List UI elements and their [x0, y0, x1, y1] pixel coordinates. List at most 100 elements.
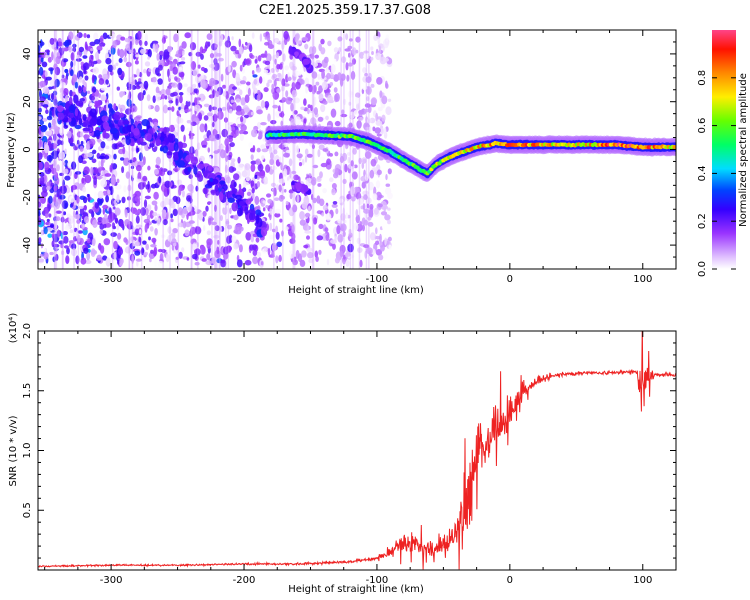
noise-blob — [342, 178, 347, 185]
noise-blob — [362, 190, 369, 196]
noise-blob — [83, 33, 87, 38]
noise-blob — [183, 134, 186, 143]
noise-blob — [71, 161, 77, 170]
noise-blob — [218, 144, 225, 150]
noise-blob — [113, 240, 118, 250]
noise-blob — [174, 53, 181, 58]
noise-blob — [55, 216, 61, 222]
noise-blob — [139, 229, 142, 235]
noise-blob — [327, 40, 332, 47]
noise-blob — [276, 88, 281, 94]
noise-blob — [96, 175, 103, 180]
noise-blob — [329, 177, 334, 182]
noise-blob — [365, 76, 372, 83]
noise-blob — [79, 98, 86, 102]
branch-blob — [255, 214, 260, 225]
noise-blob — [339, 155, 344, 164]
noise-blob — [119, 107, 123, 113]
noise-blob — [226, 154, 232, 161]
noise-blob — [153, 122, 159, 127]
noise-blob — [53, 133, 57, 141]
noise-blob — [351, 58, 357, 65]
branch-blob — [239, 200, 245, 207]
noise-blob — [172, 91, 178, 97]
noise-blob — [180, 56, 186, 61]
noise-blob — [273, 79, 277, 87]
noise-blob — [243, 107, 250, 113]
noise-blob — [82, 86, 87, 93]
noise-blob — [44, 54, 50, 59]
noise-blob — [259, 33, 263, 42]
noise-blob — [269, 222, 273, 231]
noise-blob — [137, 92, 144, 101]
noise-blob — [178, 207, 183, 216]
noise-streak — [191, 30, 193, 269]
noise-blob — [82, 55, 88, 59]
noise-blob — [348, 228, 352, 235]
noise-blob — [239, 80, 246, 85]
noise-blob — [39, 96, 46, 102]
noise-blob — [88, 209, 94, 214]
noise-blob — [86, 239, 91, 244]
branch-blob — [231, 202, 238, 212]
noise-blob — [38, 152, 43, 160]
noise-blob — [53, 98, 58, 106]
branch-blob — [227, 197, 235, 203]
noise-blob — [134, 250, 141, 256]
noise-blob — [224, 205, 228, 214]
noise-blob — [102, 255, 108, 261]
noise-blob — [219, 215, 223, 221]
branch-blob — [82, 122, 87, 128]
noise-blob — [199, 155, 205, 163]
noise-blob — [187, 212, 193, 217]
noise-blob — [374, 235, 381, 240]
noise-blob — [269, 208, 273, 215]
noise-blob — [330, 108, 337, 118]
noise-blob — [126, 224, 131, 229]
noise-blob — [116, 178, 120, 184]
noise-blob — [51, 108, 56, 118]
noise-blob — [143, 80, 149, 90]
noise-blob — [225, 176, 231, 184]
noise-blob — [65, 223, 73, 229]
noise-blob — [173, 242, 177, 247]
noise-blob — [287, 137, 290, 144]
branch-blob — [130, 118, 135, 125]
noise-blob — [102, 204, 109, 210]
noise-blob — [311, 144, 315, 150]
branch-blob — [169, 144, 175, 150]
noise-blob — [39, 80, 46, 88]
noise-blob — [251, 193, 255, 199]
noise-blob — [310, 104, 313, 112]
noise-blob — [216, 246, 220, 255]
noise-blob — [202, 177, 208, 183]
noise-blob — [267, 79, 273, 84]
noise-blob — [179, 108, 185, 114]
noise-blob — [362, 203, 366, 211]
noise-blob — [171, 82, 178, 88]
noise-blob — [312, 164, 319, 169]
noise-blob — [221, 128, 228, 138]
noise-blob — [373, 207, 379, 215]
noise-blob — [161, 249, 167, 253]
noise-blob — [334, 92, 340, 102]
noise-blob — [253, 78, 258, 85]
noise-blob — [128, 49, 134, 54]
branch-blob — [103, 121, 109, 130]
noise-blob — [175, 98, 179, 106]
noise-blob — [316, 235, 324, 241]
noise-blob — [144, 195, 151, 200]
noise-blob — [186, 86, 194, 93]
noise-blob — [330, 239, 337, 245]
y-tick-label: 40 — [22, 48, 33, 61]
noise-blob — [279, 218, 283, 223]
noise-blob — [267, 247, 271, 256]
branch-blob — [102, 129, 107, 139]
noise-blob — [84, 75, 89, 81]
noise-blob — [356, 120, 362, 129]
noise-blob — [125, 43, 131, 51]
noise-blob — [159, 55, 163, 61]
noise-blob — [356, 237, 361, 245]
noise-blob — [64, 39, 70, 49]
